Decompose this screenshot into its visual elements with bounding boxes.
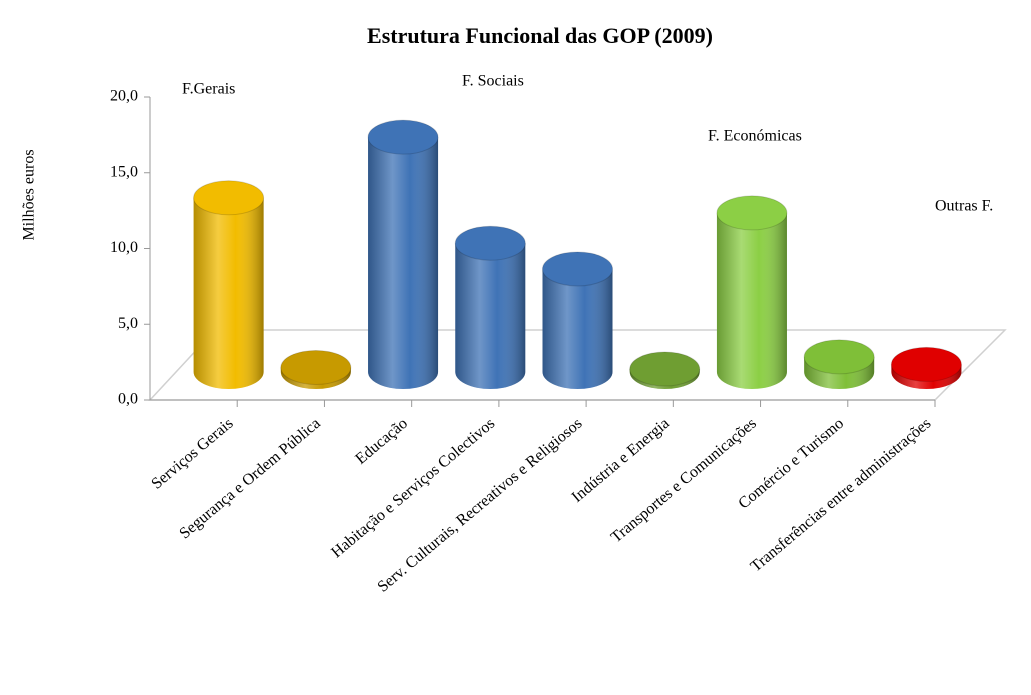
bar <box>454 225 526 389</box>
x-tick-label: Educação <box>352 415 411 468</box>
x-tick-label: Transferências entre administrações <box>748 415 935 576</box>
annotation: Outras F. <box>935 198 993 215</box>
bar <box>367 119 439 389</box>
y-tick-label: 10,0 <box>110 239 138 256</box>
y-tick-label: 0,0 <box>118 391 138 408</box>
x-tick-label: Habitação e Serviços Colectivos <box>328 415 498 561</box>
x-tick-label: Serviços Gerais <box>148 415 236 493</box>
bar <box>890 346 962 389</box>
annotation: F. Económicas <box>708 128 802 145</box>
annotation: F.Gerais <box>182 81 235 98</box>
chart-title: Estrutura Funcional das GOP (2009) <box>367 23 713 48</box>
annotation: F. Sociais <box>462 73 524 90</box>
x-tick-label: Segurança e Ordem Pública <box>176 415 323 543</box>
y-axis-title: Milhões euros <box>21 149 38 240</box>
bar <box>803 339 875 389</box>
bar <box>193 180 265 389</box>
bar <box>716 195 788 389</box>
bar <box>542 251 613 389</box>
x-tick-label: Transportes e Comunicações <box>608 415 760 546</box>
y-tick-label: 5,0 <box>118 315 138 332</box>
y-tick-label: 15,0 <box>110 163 138 180</box>
bar <box>629 351 701 389</box>
y-tick-label: 20,0 <box>110 88 138 105</box>
bar <box>280 349 352 389</box>
